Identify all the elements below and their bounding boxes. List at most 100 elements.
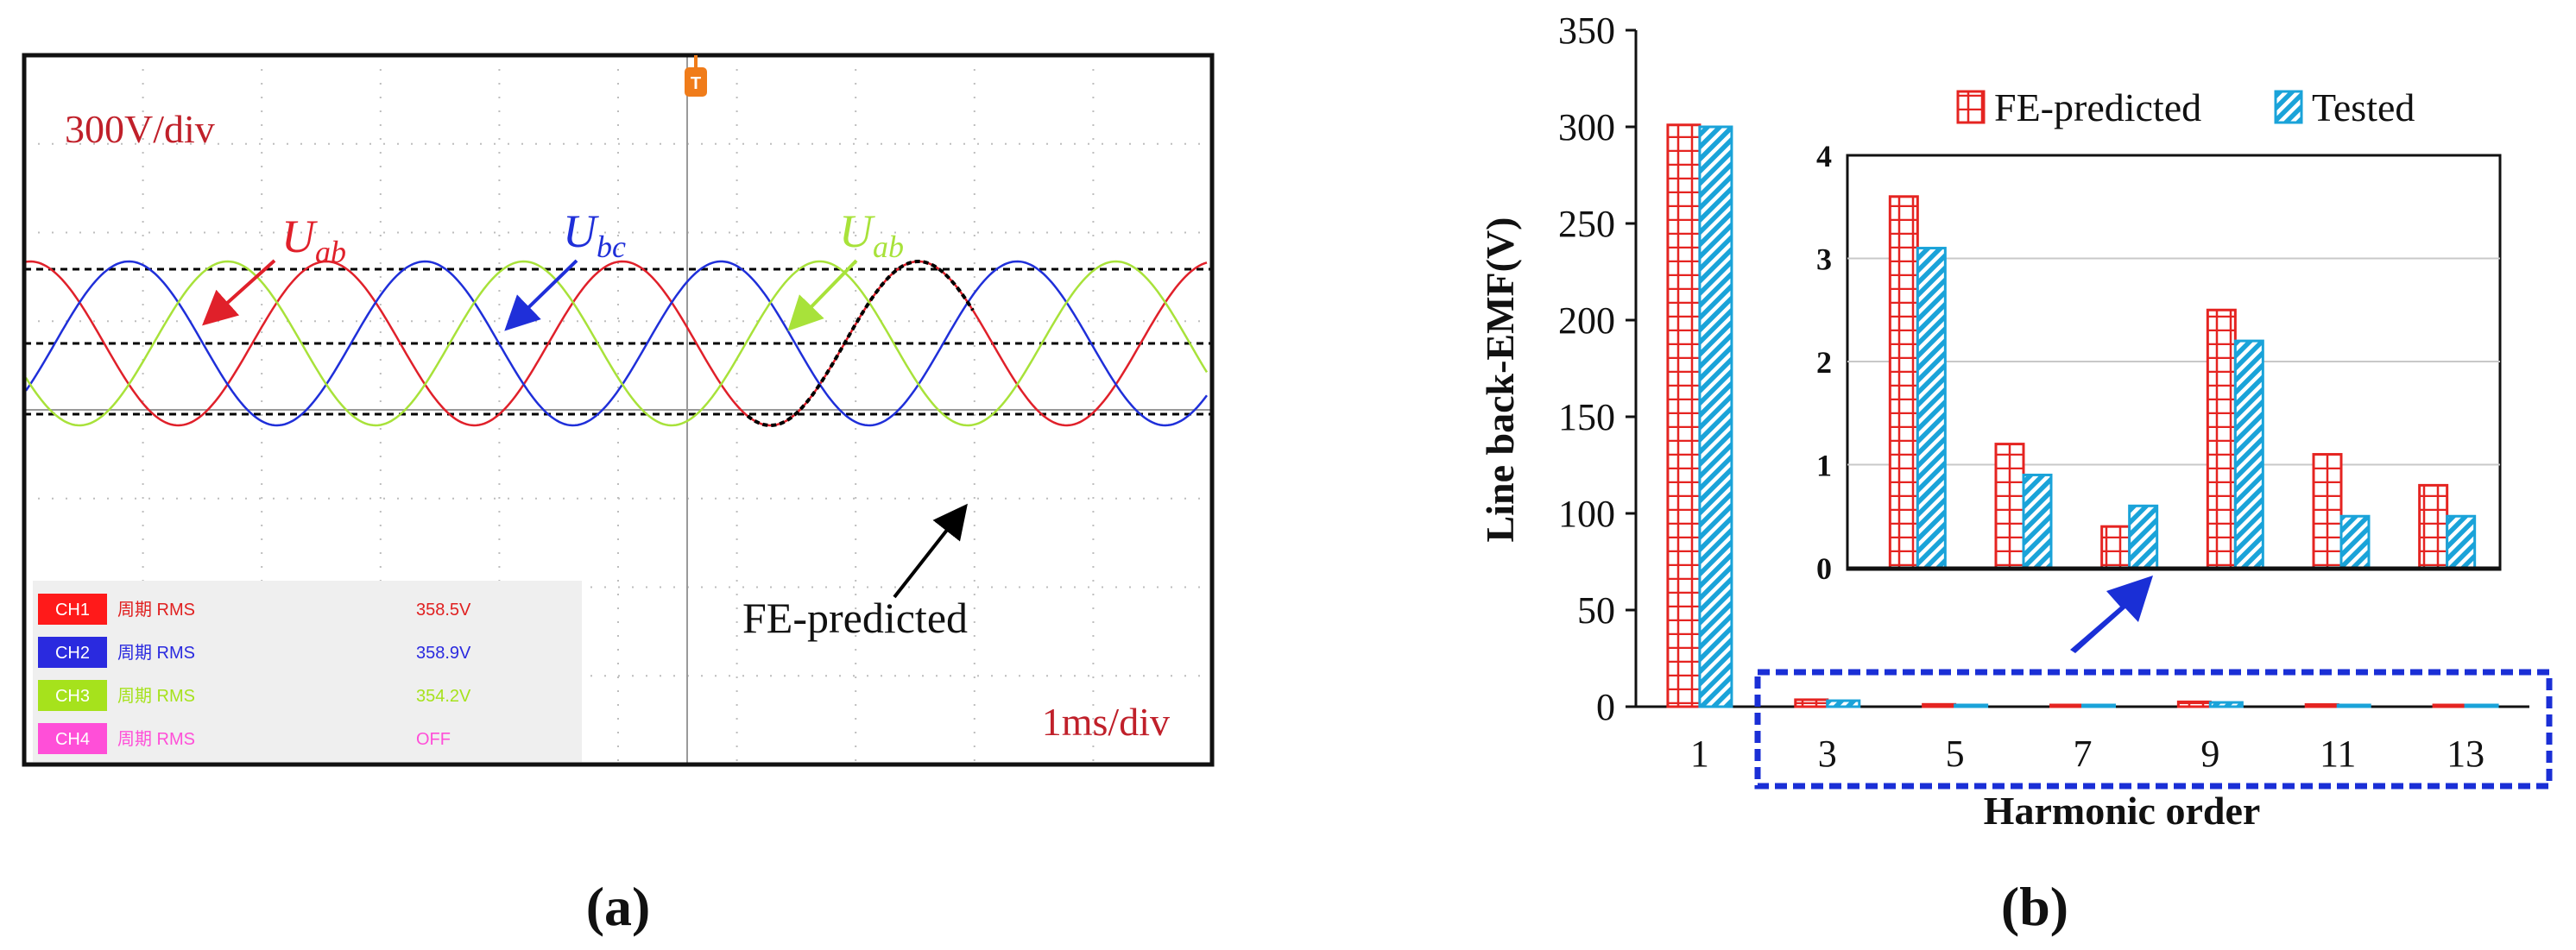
waveform-ubc-blue: [24, 260, 1208, 427]
bar-tested-11: [2336, 703, 2371, 708]
inset-bar-fe-predicted-13: [2418, 483, 2449, 569]
channel-badge: [38, 723, 107, 754]
bar-tested-5: [1954, 703, 1989, 708]
inset-bar-tested-5: [2022, 473, 2053, 569]
inset-bar-tested-13: [2446, 514, 2477, 569]
y-axis-title: Line back-EMF(V): [1478, 217, 1522, 543]
channel-row-ch1: CH1 周期 RMS 358.5V: [38, 594, 471, 625]
inset-y-tick-label: 3: [1816, 242, 1832, 277]
scope-frame: [22, 53, 1215, 767]
inset-bar-fe-predicted-3: [1888, 195, 1919, 569]
channel-value: 354.2V: [416, 687, 471, 706]
arrow-uab-red: [202, 259, 276, 326]
y-tick-label: 0: [1596, 686, 1615, 728]
trace-label-ubc-blue: Ubc: [563, 205, 626, 264]
channel-value: OFF: [416, 730, 451, 749]
zoom-arrow: [2070, 576, 2153, 653]
bar-fe-predicted-1: [1666, 123, 1702, 708]
channel-name: CH1: [55, 601, 90, 620]
panel-a: T 300V/div 1ms/div Uab Ubc Uab FE-predic…: [22, 53, 1215, 937]
y-tick-label: 150: [1558, 396, 1615, 438]
caption-b: (b): [2001, 876, 2068, 937]
legend-label-fe-predicted: FE-predicted: [1994, 85, 2201, 129]
inset-bar-fe-predicted-9: [2206, 308, 2237, 569]
inset-bar-tested-3: [1916, 247, 1947, 569]
bar-tested-1: [1698, 125, 1733, 708]
channel-name: CH4: [55, 730, 90, 749]
channel-badge: [38, 680, 107, 711]
x-tick-label: 1: [1690, 733, 1709, 775]
trigger-marker-label: T: [691, 74, 701, 93]
channel-measure: 周期 RMS: [117, 601, 195, 620]
arrow-fe-predicted: [893, 503, 968, 599]
inset-bar-tested-11: [2339, 514, 2371, 569]
inset-y-tick-label: 2: [1816, 345, 1832, 380]
readout-background: [33, 581, 582, 762]
x-tick-label: 5: [1946, 733, 1965, 775]
legend-label-tested: Tested: [2312, 85, 2415, 129]
legend: FE-predicted Tested: [1956, 85, 2415, 129]
waveform-uab-green: [24, 260, 1209, 427]
channel-measure: 周期 RMS: [117, 687, 195, 706]
bar-fe-predicted-3: [1794, 698, 1829, 708]
bar-tested-3: [1826, 699, 1861, 708]
channel-name: CH2: [55, 644, 90, 663]
channel-row-ch4: CH4 周期 RMS OFF: [38, 723, 451, 754]
arrow-ubc-blue: [504, 259, 578, 331]
x-tick-label: 11: [2320, 733, 2356, 775]
channel-badge: [38, 594, 107, 625]
channel-value: 358.5V: [416, 601, 471, 620]
bar-tested-7: [2081, 703, 2116, 708]
inset-bar-tested-7: [2128, 504, 2159, 569]
trigger-marker: T: [685, 55, 707, 97]
y-tick-label: 200: [1558, 299, 1615, 342]
legend-swatch-tested: [2274, 90, 2303, 124]
trace-label-uab-green: Uab: [839, 205, 904, 264]
inset-bar-fe-predicted-7: [2100, 525, 2131, 569]
inset-y-tick-label: 0: [1816, 551, 1832, 586]
time-scale-label: 1ms/div: [1042, 700, 1170, 744]
y-tick-label: 300: [1558, 106, 1615, 148]
waveform-uab-red: [25, 260, 1208, 427]
y-tick-label: 250: [1558, 203, 1615, 245]
channel-readout-panel: CH1 周期 RMS 358.5V CH2 周期 RMS 358.9V CH3 周期 RMS 3…: [33, 581, 582, 762]
volt-scale-label: 300V/div: [65, 107, 215, 151]
y-tick-label: 350: [1558, 9, 1615, 52]
x-tick-label: 3: [1818, 733, 1837, 775]
bar-fe-predicted-9: [2176, 700, 2212, 708]
bar-fe-predicted-11: [2304, 703, 2339, 708]
channel-row-ch3: CH3 周期 RMS 354.2V: [38, 680, 471, 711]
inset-y-tick-label: 4: [1816, 139, 1832, 173]
y-tick-label: 100: [1558, 493, 1615, 535]
inset-bar-tested-9: [2233, 339, 2264, 569]
fe-predicted-label: FE-predicted: [742, 594, 968, 642]
y-tick-label: 50: [1577, 589, 1615, 632]
bar-fe-predicted-13: [2432, 703, 2467, 708]
highlight-box: [1754, 669, 2553, 790]
bar-fe-predicted-5: [1922, 702, 1957, 708]
arrow-uab-green: [787, 259, 858, 331]
bar-fe-predicted-7: [2049, 703, 2084, 708]
x-tick-label: 13: [2447, 733, 2484, 775]
channel-measure: 周期 RMS: [117, 730, 195, 749]
bar-tested-9: [2208, 701, 2244, 708]
inset-chart: 0 1 2 3 4: [1816, 139, 2502, 586]
legend-swatch-fe-predicted: [1956, 90, 1986, 124]
x-tick-label: 9: [2200, 733, 2219, 775]
channel-row-ch2: CH2 周期 RMS 358.9V: [38, 637, 471, 668]
inset-y-tick-label: 1: [1816, 449, 1832, 483]
bar-tested-13: [2464, 703, 2499, 708]
caption-a: (a): [586, 876, 651, 937]
x-axis-title: Harmonic order: [1984, 789, 2261, 833]
channel-name: CH3: [55, 687, 90, 706]
channel-value: 358.9V: [416, 644, 471, 663]
trace-label-uab-red: Uab: [281, 211, 346, 269]
inset-bar-fe-predicted-11: [2312, 453, 2343, 569]
channel-measure: 周期 RMS: [117, 644, 195, 663]
inset-bar-fe-predicted-5: [1994, 443, 2025, 569]
channel-badge: [38, 637, 107, 668]
x-tick-label: 7: [2074, 733, 2093, 775]
